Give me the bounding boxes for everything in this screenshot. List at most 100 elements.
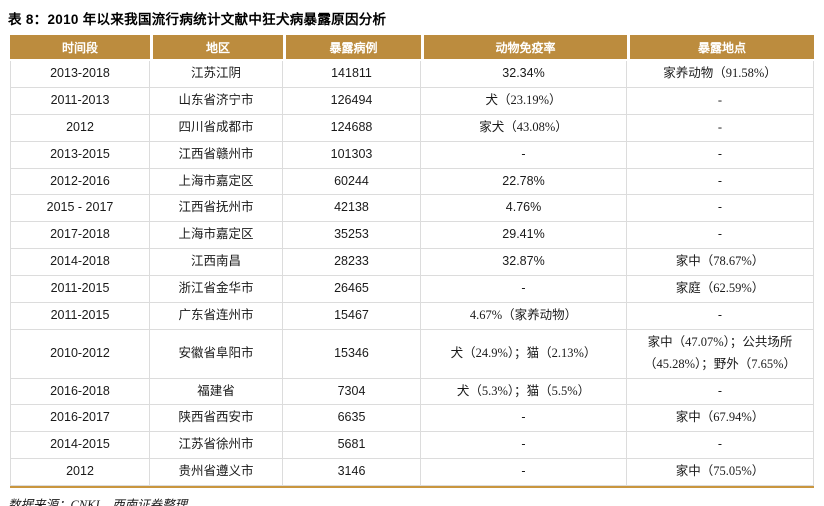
table-row: 2010-2012 安徽省阜阳市 15346 犬（24.9%）；猫（2.13%）…: [10, 329, 814, 379]
cell-period: 2015 - 2017: [10, 195, 150, 223]
cell-immunity: -: [421, 405, 627, 433]
cell-region: 陕西省西安市: [150, 405, 283, 433]
cell-cases: 124688: [283, 114, 421, 142]
cell-location: 家中（78.67%）: [627, 249, 814, 276]
cell-immunity: -: [421, 459, 627, 486]
cell-immunity: 32.87%: [421, 249, 627, 276]
table-row: 2012 四川省成都市 124688 家犬（43.08%） -: [10, 114, 814, 142]
cell-period: 2012: [10, 459, 150, 486]
cell-immunity: -: [421, 276, 627, 303]
cell-period: 2016-2017: [10, 405, 150, 433]
cell-cases: 5681: [283, 432, 421, 460]
table-row: 2012-2016 上海市嘉定区 60244 22.78% -: [10, 168, 814, 196]
cell-region: 江苏省徐州市: [150, 432, 283, 460]
table-row: 2015 - 2017 江西省抚州市 42138 4.76% -: [10, 195, 814, 223]
data-table-container: 时间段 地区 暴露病例 动物免疫率 暴露地点 2013-2018 江苏江阴 14…: [10, 35, 814, 488]
column-header-location: 暴露地点: [627, 35, 814, 61]
cell-location: -: [627, 378, 814, 406]
table-row: 2014-2018 江西南昌 28233 32.87% 家中（78.67%）: [10, 249, 814, 276]
cell-immunity: 家犬（43.08%）: [421, 114, 627, 142]
table-row: 2016-2018 福建省 7304 犬（5.3%）；猫（5.5%） -: [10, 378, 814, 406]
cell-cases: 3146: [283, 459, 421, 486]
cell-location: -: [627, 168, 814, 196]
cell-region: 安徽省阜阳市: [150, 329, 283, 379]
table-row: 2013-2015 江西省赣州市 101303 - -: [10, 141, 814, 169]
cell-region: 江苏江阴: [150, 61, 283, 88]
cell-cases: 126494: [283, 87, 421, 115]
cell-period: 2014-2015: [10, 432, 150, 460]
table-row: 2017-2018 上海市嘉定区 35253 29.41% -: [10, 222, 814, 250]
table-row: 2012 贵州省遵义市 3146 - 家中（75.05%）: [10, 459, 814, 486]
cell-period: 2014-2018: [10, 249, 150, 276]
cell-period: 2013-2015: [10, 141, 150, 169]
cell-location: -: [627, 432, 814, 460]
cell-location: -: [627, 141, 814, 169]
cell-region: 江西南昌: [150, 249, 283, 276]
cell-location: -: [627, 87, 814, 115]
cell-immunity: 4.76%: [421, 195, 627, 223]
column-header-period: 时间段: [10, 35, 150, 61]
table-header-row: 时间段 地区 暴露病例 动物免疫率 暴露地点: [10, 35, 814, 61]
cell-period: 2010-2012: [10, 329, 150, 379]
cell-period: 2011-2015: [10, 302, 150, 330]
cell-location: 家中（47.07%）；公共场所（45.28%）；野外（7.65%）: [627, 329, 814, 379]
cell-cases: 28233: [283, 249, 421, 276]
table-row: 2011-2015 浙江省金华市 26465 - 家庭（62.59%）: [10, 276, 814, 303]
cell-period: 2013-2018: [10, 61, 150, 88]
table-row: 2013-2018 江苏江阴 141811 32.34% 家养动物（91.58%…: [10, 61, 814, 88]
cell-location: 家养动物（91.58%）: [627, 61, 814, 88]
cell-region: 江西省赣州市: [150, 141, 283, 169]
cell-period: 2016-2018: [10, 378, 150, 406]
cell-period: 2017-2018: [10, 222, 150, 250]
cell-cases: 141811: [283, 61, 421, 88]
cell-immunity: 29.41%: [421, 222, 627, 250]
cell-cases: 42138: [283, 195, 421, 223]
cell-region: 广东省连州市: [150, 302, 283, 330]
cell-period: 2012-2016: [10, 168, 150, 196]
cell-location: -: [627, 302, 814, 330]
cell-immunity: 犬（24.9%）；猫（2.13%）: [421, 329, 627, 379]
cell-cases: 35253: [283, 222, 421, 250]
cell-location: 家庭（62.59%）: [627, 276, 814, 303]
column-header-cases: 暴露病例: [283, 35, 421, 61]
cell-immunity: 犬（23.19%）: [421, 87, 627, 115]
cell-period: 2012: [10, 114, 150, 142]
source-note: 数据来源：CNKI，西南证券整理: [8, 498, 188, 506]
cell-cases: 101303: [283, 141, 421, 169]
table-row: 2014-2015 江苏省徐州市 5681 - -: [10, 432, 814, 460]
cell-region: 江西省抚州市: [150, 195, 283, 223]
table-row: 2011-2015 广东省连州市 15467 4.67%（家养动物） -: [10, 302, 814, 330]
cell-immunity: 32.34%: [421, 61, 627, 88]
table-row: 2011-2013 山东省济宁市 126494 犬（23.19%） -: [10, 87, 814, 115]
cell-cases: 60244: [283, 168, 421, 196]
cell-location: 家中（75.05%）: [627, 459, 814, 486]
cell-immunity: -: [421, 141, 627, 169]
cell-period: 2011-2015: [10, 276, 150, 303]
page-title: 表 8：2010 年以来我国流行病统计文献中狂犬病暴露原因分析: [8, 12, 387, 27]
cell-immunity: 22.78%: [421, 168, 627, 196]
cell-location: -: [627, 222, 814, 250]
column-header-immunity: 动物免疫率: [421, 35, 627, 61]
column-header-region: 地区: [150, 35, 283, 61]
cell-cases: 26465: [283, 276, 421, 303]
cell-cases: 7304: [283, 378, 421, 406]
cell-region: 上海市嘉定区: [150, 222, 283, 250]
cell-immunity: 4.67%（家养动物）: [421, 302, 627, 330]
cell-immunity: 犬（5.3%）；猫（5.5%）: [421, 378, 627, 406]
data-table: 时间段 地区 暴露病例 动物免疫率 暴露地点 2013-2018 江苏江阴 14…: [10, 35, 814, 486]
cell-location: -: [627, 114, 814, 142]
cell-location: 家中（67.94%）: [627, 405, 814, 433]
cell-immunity: -: [421, 432, 627, 460]
cell-region: 上海市嘉定区: [150, 168, 283, 196]
cell-region: 贵州省遵义市: [150, 459, 283, 486]
table-row: 2016-2017 陕西省西安市 6635 - 家中（67.94%）: [10, 405, 814, 433]
cell-region: 山东省济宁市: [150, 87, 283, 115]
cell-cases: 15467: [283, 302, 421, 330]
cell-location: -: [627, 195, 814, 223]
cell-cases: 15346: [283, 329, 421, 379]
cell-region: 四川省成都市: [150, 114, 283, 142]
cell-region: 福建省: [150, 378, 283, 406]
cell-region: 浙江省金华市: [150, 276, 283, 303]
cell-cases: 6635: [283, 405, 421, 433]
cell-period: 2011-2013: [10, 87, 150, 115]
